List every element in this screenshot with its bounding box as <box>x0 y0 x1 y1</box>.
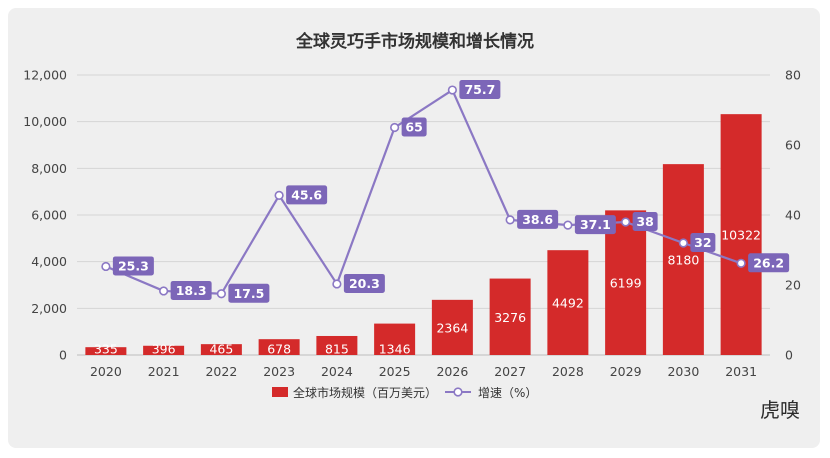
bar <box>431 299 473 355</box>
y-left-tick-label: 10,000 <box>23 114 67 129</box>
y-right-tick-label: 60 <box>785 138 801 153</box>
bar <box>489 278 531 355</box>
y-left-tick-label: 4,000 <box>31 254 67 269</box>
bar <box>605 210 647 355</box>
y-left-tick-label: 0 <box>59 348 67 363</box>
line-point <box>563 220 573 230</box>
bar-data-label: 3276 <box>494 310 526 325</box>
line-point <box>159 286 169 296</box>
x-tick-label: 2029 <box>610 364 642 379</box>
bar-data-label: 335 <box>94 342 118 357</box>
line-data-label: 65 <box>405 120 422 135</box>
bar <box>200 344 242 355</box>
x-tick-label: 2025 <box>379 364 411 379</box>
line-label-box <box>112 256 154 276</box>
line-data-label: 37.1 <box>580 217 611 232</box>
line-point <box>621 217 631 227</box>
x-tick-label: 2023 <box>263 364 295 379</box>
bar-data-label: 4492 <box>552 296 584 311</box>
line-label-box <box>517 209 559 229</box>
bar-data-label: 678 <box>267 342 291 357</box>
line-data-label: 25.3 <box>118 258 149 273</box>
line-data-label: 38 <box>636 214 653 229</box>
line-data-label: 18.3 <box>176 283 207 298</box>
line-label-box <box>459 80 501 100</box>
bar <box>258 339 300 355</box>
bar-data-label: 10322 <box>721 228 761 243</box>
chart-title: 全球灵巧手市场规模和增长情况 <box>295 31 534 52</box>
x-tick-label: 2031 <box>725 364 757 379</box>
y-left-tick-label: 6,000 <box>31 208 67 223</box>
line-point <box>505 215 515 225</box>
bar-data-label: 8180 <box>667 253 699 268</box>
line-point <box>332 279 342 289</box>
y-right-tick-label: 40 <box>785 208 801 223</box>
x-tick-label: 2021 <box>148 364 180 379</box>
line-label-box <box>401 117 427 137</box>
y-left-tick-label: 12,000 <box>23 68 67 83</box>
bar <box>85 347 127 355</box>
line-label-box <box>228 283 270 303</box>
bar <box>720 114 762 355</box>
x-tick-label: 2028 <box>552 364 584 379</box>
bar <box>547 250 589 355</box>
bar <box>374 323 416 355</box>
x-tick-label: 2030 <box>667 364 699 379</box>
line-data-label: 32 <box>694 235 711 250</box>
y-right-tick-label: 80 <box>785 68 801 83</box>
line-point <box>216 289 226 299</box>
line-data-label: 38.6 <box>522 212 553 227</box>
legend-bar-label: 全球市场规模（百万美元） <box>293 385 437 400</box>
line-point <box>274 190 284 200</box>
line-label-box <box>690 233 716 252</box>
y-right-tick-label: 0 <box>785 348 793 363</box>
line-data-label: 20.3 <box>349 276 380 291</box>
line-label-box <box>170 280 212 300</box>
bar-data-label: 1346 <box>379 342 411 357</box>
bar-data-label: 396 <box>152 342 176 357</box>
line-data-label: 17.5 <box>233 286 264 301</box>
line-point <box>736 258 746 268</box>
line-label-box <box>748 253 790 273</box>
legend-line-marker <box>453 387 463 397</box>
x-tick-label: 2020 <box>90 364 122 379</box>
bar-data-label: 6199 <box>610 276 642 291</box>
x-tick-label: 2026 <box>436 364 468 379</box>
line-point <box>447 85 457 95</box>
y-left-tick-label: 2,000 <box>31 301 67 316</box>
line-data-label: 45.6 <box>291 187 322 202</box>
x-tick-label: 2022 <box>205 364 237 379</box>
line-point <box>390 122 400 133</box>
x-tick-label: 2024 <box>321 364 353 379</box>
bar <box>143 345 185 355</box>
watermark-logo: 虎嗅 <box>760 398 800 422</box>
line-data-label: 75.7 <box>464 82 495 97</box>
legend-line-label: 增速（%） <box>478 386 537 400</box>
line-label-box <box>632 212 658 231</box>
line-label-box <box>286 185 328 205</box>
line-label-box <box>574 215 616 235</box>
line-label-box <box>343 273 385 293</box>
bar <box>316 335 358 355</box>
bar-data-label: 2364 <box>436 320 468 335</box>
bar <box>662 164 704 355</box>
bar-data-label: 465 <box>209 342 233 357</box>
line-point <box>678 238 688 248</box>
line-data-label: 26.2 <box>753 255 784 270</box>
x-tick-label: 2027 <box>494 364 526 379</box>
legend: 全球市场规模（百万美元） 增速（%） <box>272 385 537 400</box>
bar-data-label: 815 <box>325 342 349 357</box>
y-left-tick-label: 8,000 <box>31 161 67 176</box>
y-right-tick-label: 20 <box>785 278 801 293</box>
line-point <box>101 261 111 272</box>
legend-bar-swatch <box>272 387 288 397</box>
